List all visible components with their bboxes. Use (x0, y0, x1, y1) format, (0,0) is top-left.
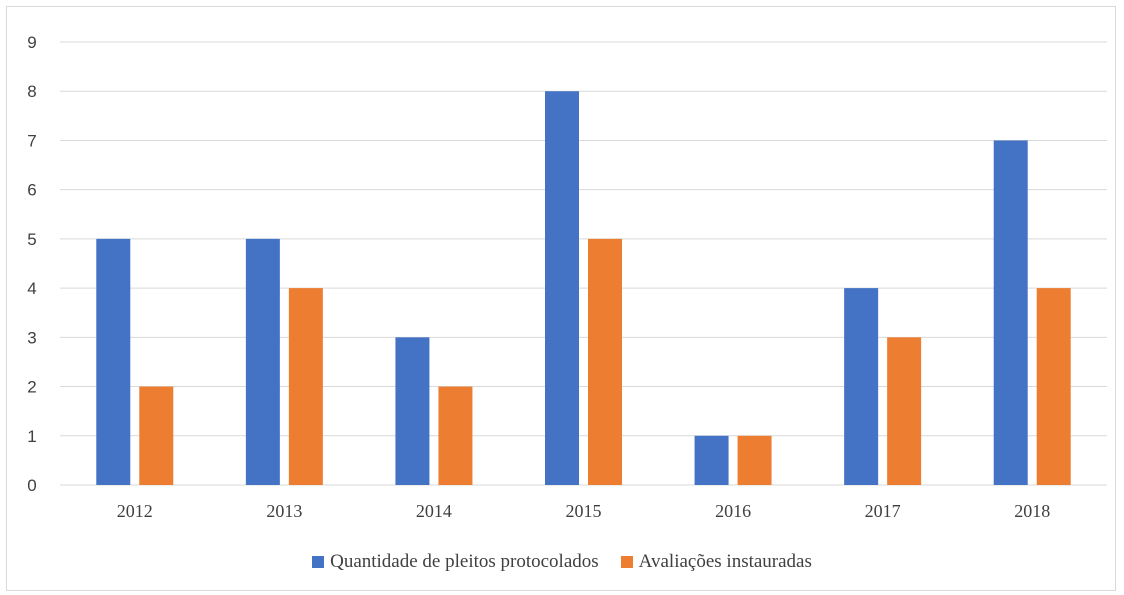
x-tick-label-2017: 2017 (865, 501, 901, 521)
x-tick-label-2013: 2013 (266, 501, 302, 521)
legend-item-series-2: Avaliações instauradas (620, 551, 812, 573)
legend-label-series-2: Avaliações instauradas (638, 551, 812, 572)
bar-series-2-2016 (737, 435, 772, 485)
bar-series-1-2012 (96, 238, 131, 485)
bar-series-2-2012 (139, 386, 174, 485)
bar-series-2-2014 (438, 386, 473, 485)
y-tick-label-0: 0 (27, 476, 36, 495)
y-tick-label-5: 5 (27, 230, 36, 249)
bar-series-1-2014 (395, 337, 430, 485)
y-tick-label-9: 9 (27, 33, 36, 52)
bar-series-2-2018 (1036, 288, 1071, 485)
x-tick-label-2018: 2018 (1014, 501, 1050, 521)
x-tick-label-2012: 2012 (117, 501, 153, 521)
bar-chart: 0 1 2 3 4 5 6 7 8 9 2012 2013 2014 2015 2016 2017 2018 (27, 33, 1107, 521)
y-tick-label-8: 8 (27, 82, 36, 101)
bar-series-1-2013 (245, 238, 280, 485)
y-tick-label-2: 2 (27, 378, 36, 397)
x-tick-label-2014: 2014 (416, 501, 452, 521)
legend-item-series-1: Quantidade de pleitos protocolados (312, 551, 599, 573)
y-tick-label-3: 3 (27, 328, 36, 347)
legend-swatch-series-2 (620, 556, 633, 568)
y-tick-label-1: 1 (27, 427, 36, 446)
legend-swatch-series-1 (312, 556, 325, 568)
x-tick-label-2015: 2015 (566, 501, 602, 521)
bar-series-1-2017 (844, 288, 879, 485)
bar-series-2-2017 (887, 337, 922, 485)
bar-series-2-2015 (588, 238, 622, 485)
y-tick-label-7: 7 (27, 131, 36, 150)
bar-series-1-2018 (993, 140, 1028, 485)
bar-series-1-2016 (694, 435, 729, 485)
x-tick-label-2016: 2016 (715, 501, 751, 521)
legend: Quantidade de pleitos protocolados Avali… (0, 551, 1124, 573)
bar-series-2-2013 (288, 288, 323, 485)
y-tick-label-4: 4 (27, 279, 36, 298)
bar-series-1-2015 (545, 91, 579, 485)
y-tick-label-6: 6 (27, 181, 36, 200)
legend-label-series-1: Quantidade de pleitos protocolados (330, 551, 599, 572)
